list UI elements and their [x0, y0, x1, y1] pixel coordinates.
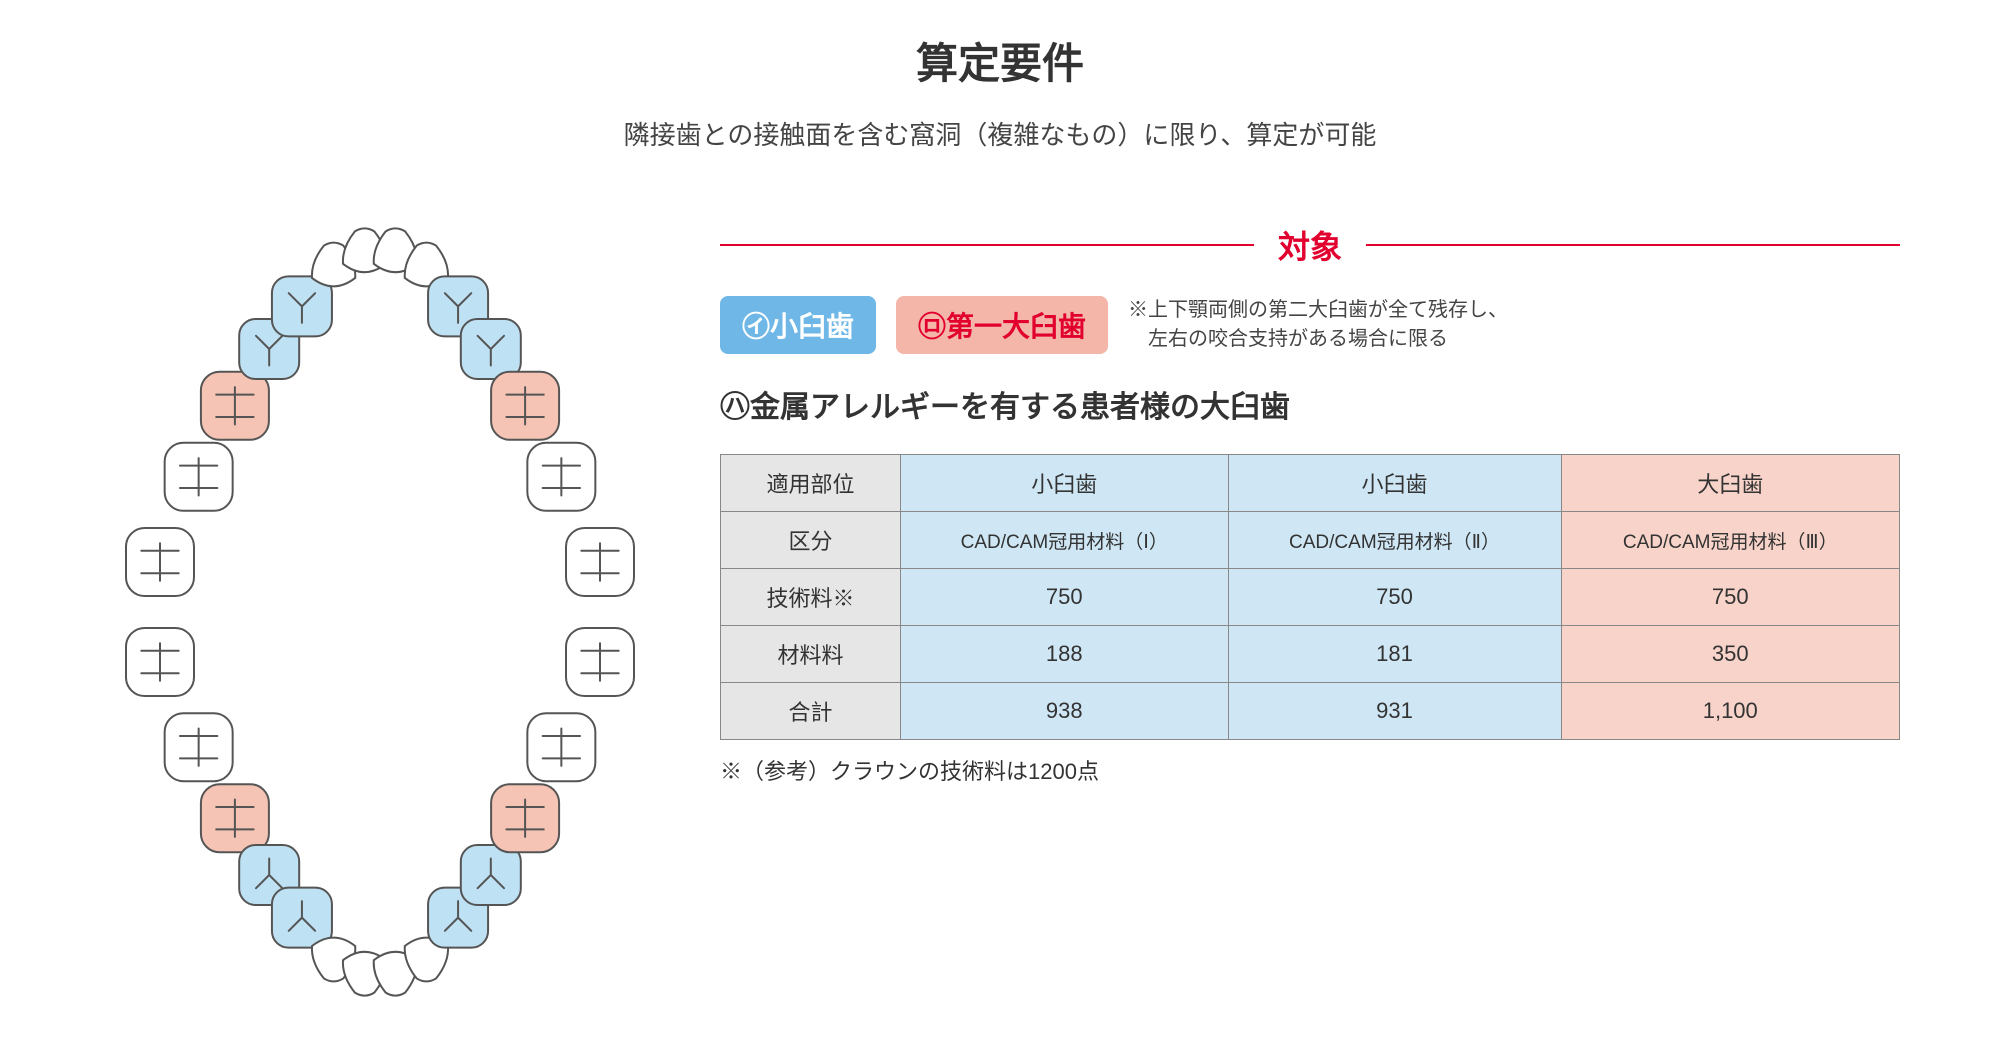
table-cell: CAD/CAM冠用材料（Ⅰ）: [901, 512, 1229, 569]
table-cell: 750: [901, 569, 1229, 626]
table-cell: 小臼歯: [1228, 455, 1561, 512]
target-line-left: [720, 244, 1254, 246]
row-header: 技術料※: [721, 569, 901, 626]
row-header: 区分: [721, 512, 901, 569]
table-cell: CAD/CAM冠用材料（Ⅱ）: [1228, 512, 1561, 569]
badge-note: ※上下顎両側の第二大臼歯が全て残存し、 左右の咬合支持がある場合に限る: [1128, 296, 1508, 354]
badge-first-molar: ㋺第一大臼歯: [896, 296, 1108, 354]
row-header: 適用部位: [721, 455, 901, 512]
table-cell: 188: [901, 626, 1229, 683]
diagram-column: [100, 202, 660, 1022]
allergy-line: ㋩金属アレルギーを有する患者様の大臼歯: [720, 382, 1900, 426]
table-cell: 938: [901, 683, 1229, 740]
table-cell: 大臼歯: [1561, 455, 1899, 512]
badge-row: ㋑小臼歯 ㋺第一大臼歯 ※上下顎両側の第二大臼歯が全て残存し、 左右の咬合支持が…: [720, 296, 1900, 354]
info-column: 対象 ㋑小臼歯 ㋺第一大臼歯 ※上下顎両側の第二大臼歯が全て残存し、 左右の咬合…: [720, 202, 1900, 786]
table-cell: 350: [1561, 626, 1899, 683]
target-label: 対象: [1278, 222, 1342, 268]
fee-table: 適用部位小臼歯小臼歯大臼歯区分CAD/CAM冠用材料（Ⅰ）CAD/CAM冠用材料…: [720, 454, 1900, 740]
table-cell: 小臼歯: [901, 455, 1229, 512]
table-cell: 931: [1228, 683, 1561, 740]
table-cell: 750: [1561, 569, 1899, 626]
table-cell: 181: [1228, 626, 1561, 683]
page-title: 算定要件: [40, 30, 1960, 91]
row-header: 材料料: [721, 626, 901, 683]
target-line-right: [1366, 244, 1900, 246]
target-header: 対象: [720, 222, 1900, 268]
table-footnote: ※（参考）クラウンの技術料は1200点: [720, 754, 1900, 786]
table-cell: 750: [1228, 569, 1561, 626]
content-row: 対象 ㋑小臼歯 ㋺第一大臼歯 ※上下顎両側の第二大臼歯が全て残存し、 左右の咬合…: [40, 202, 1960, 1022]
page-subtitle: 隣接歯との接触面を含む窩洞（複雑なもの）に限り、算定が可能: [40, 115, 1960, 152]
badge-premolar: ㋑小臼歯: [720, 296, 876, 354]
row-header: 合計: [721, 683, 901, 740]
table-cell: 1,100: [1561, 683, 1899, 740]
tooth-arch-diagram: [120, 202, 640, 1022]
table-cell: CAD/CAM冠用材料（Ⅲ）: [1561, 512, 1899, 569]
